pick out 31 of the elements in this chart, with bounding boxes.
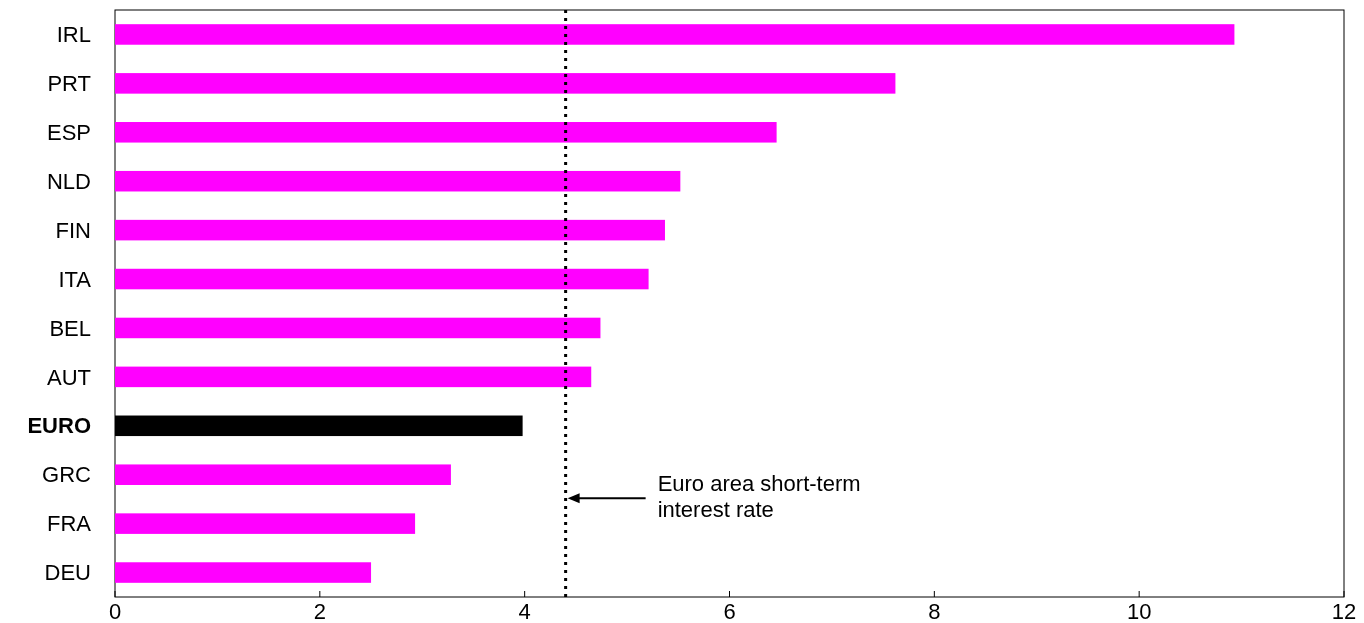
bar — [115, 268, 649, 290]
y-tick-label: NLD — [46, 168, 91, 194]
x-tick-label: 6 — [723, 599, 736, 623]
y-tick-label: FIN — [55, 217, 91, 243]
bar — [115, 317, 601, 339]
y-tick-label: PRT — [47, 71, 91, 97]
bar — [115, 562, 372, 583]
bar — [115, 73, 896, 94]
x-tick-label: 10 — [1126, 599, 1152, 623]
y-tick-label: GRC — [42, 462, 92, 488]
x-tick-label: 12 — [1331, 599, 1357, 623]
y-tick-label: IRL — [56, 22, 91, 48]
x-tick-label: 0 — [108, 599, 122, 623]
bar — [115, 464, 451, 485]
y-tick-label: FRA — [47, 511, 92, 537]
bar — [115, 366, 592, 388]
y-tick-label: BEL — [49, 315, 91, 341]
bar — [115, 513, 416, 534]
bar — [115, 219, 665, 241]
bar — [115, 122, 777, 143]
bar — [115, 170, 681, 192]
y-tick-label: DEU — [44, 560, 91, 586]
y-tick-label: AUT — [47, 364, 91, 390]
x-tick-label: 4 — [518, 599, 531, 623]
x-tick-label: 2 — [313, 599, 326, 623]
x-tick-label: 8 — [928, 599, 941, 623]
y-tick-label: ESP — [46, 119, 91, 145]
ref-line-label: Euro area short-term interest rate — [657, 471, 861, 523]
y-tick-label: ITA — [58, 266, 92, 292]
y-tick-label: EURO — [27, 413, 91, 439]
bar — [115, 24, 1235, 45]
